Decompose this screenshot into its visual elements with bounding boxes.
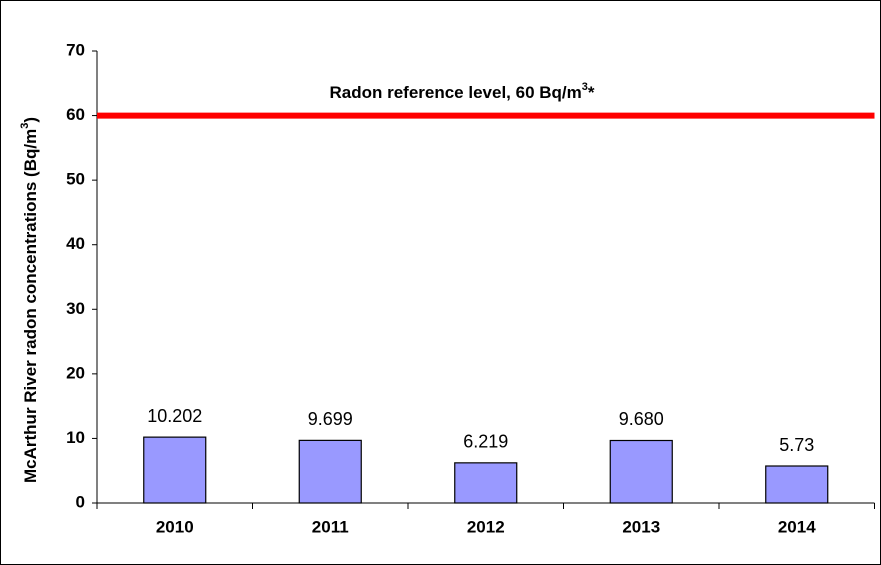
bar <box>765 465 829 504</box>
y-axis-label-suffix: ) <box>21 117 40 123</box>
x-tick-label: 2014 <box>778 517 816 536</box>
reference-label: Radon reference level, 60 Bq/m3* <box>329 81 594 103</box>
y-axis-label-sup: 3 <box>19 123 31 129</box>
y-tick-label: 40 <box>66 234 85 253</box>
reference-label-sup: 3 <box>582 81 588 93</box>
bar <box>143 436 207 504</box>
value-label: 5.73 <box>779 435 814 455</box>
y-tick-label: 60 <box>66 105 85 124</box>
value-label: 10.202 <box>147 406 202 426</box>
bar <box>298 439 362 504</box>
y-axis-label-text: McArthur River radon concentrations (Bq/… <box>21 129 40 483</box>
bar <box>609 439 673 504</box>
x-tick-label: 2013 <box>622 517 660 536</box>
reference-label-text: Radon reference level, 60 Bq/m <box>329 83 581 102</box>
x-tick-label: 2011 <box>312 517 349 536</box>
y-tick-label: 50 <box>66 170 85 189</box>
value-label: 9.699 <box>308 409 353 429</box>
y-tick-label: 10 <box>66 428 85 447</box>
value-label: 9.680 <box>619 409 664 429</box>
reference-label-suffix: * <box>588 83 595 102</box>
y-tick-label: 30 <box>66 299 85 318</box>
x-tick-label: 2012 <box>467 517 505 536</box>
y-tick-label: 20 <box>66 363 85 382</box>
value-label: 6.219 <box>463 432 508 452</box>
bar <box>454 462 518 504</box>
x-tick-label: 2010 <box>156 517 194 536</box>
y-tick-label: 70 <box>66 40 85 59</box>
y-axis-label: McArthur River radon concentrations (Bq/… <box>19 117 41 483</box>
y-tick-label: 0 <box>76 492 85 511</box>
